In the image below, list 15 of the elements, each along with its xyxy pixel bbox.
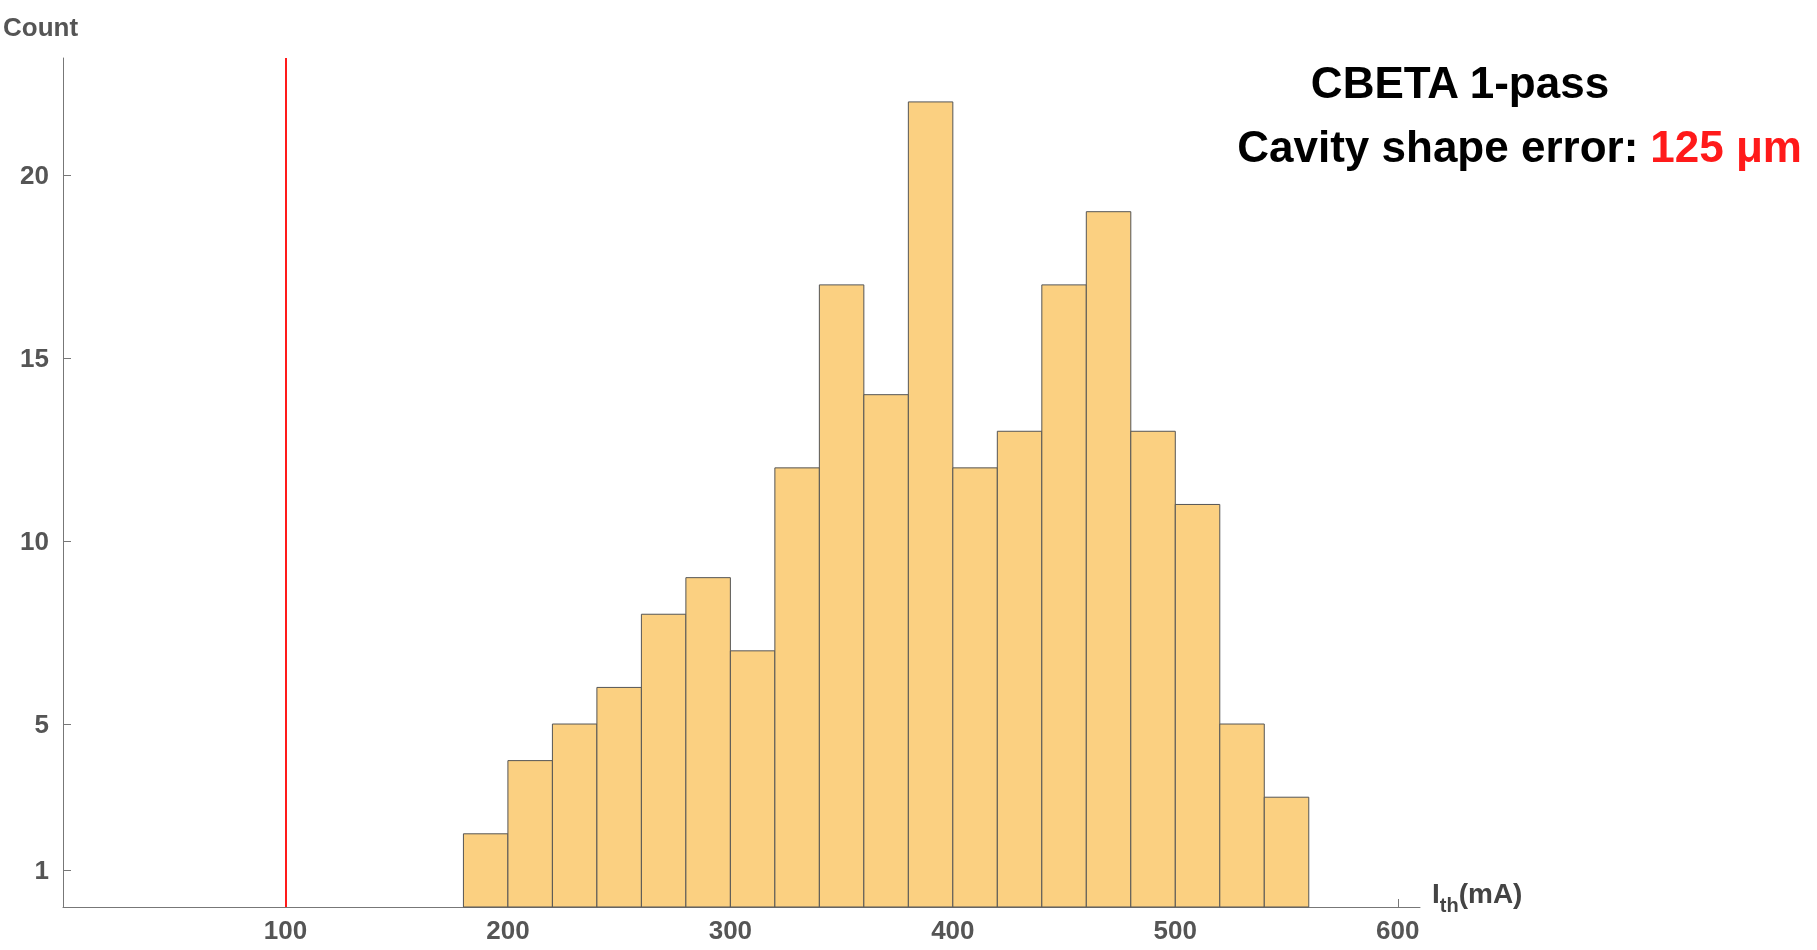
x-tick-label: 600 — [1376, 915, 1420, 945]
x-tick-label: 500 — [1153, 915, 1197, 945]
x-tick-label: 400 — [931, 915, 975, 945]
y-tick-label: 10 — [20, 526, 49, 557]
y-tick-label: 20 — [20, 160, 49, 191]
x-tick-label: 200 — [486, 915, 530, 945]
text: Cavity shape error: — [1237, 121, 1639, 171]
y-tick-label: 1 — [34, 855, 49, 886]
x-tick-label: 100 — [263, 915, 308, 945]
y-tick-label: 15 — [20, 343, 49, 374]
x-tick-label: 300 — [708, 915, 753, 945]
y-axis-title: Count — [3, 12, 79, 42]
chart-title: CBETA 1-pass — [1310, 57, 1610, 107]
y-tick-label: 5 — [34, 709, 49, 740]
text: 125 μm — [1650, 121, 1802, 171]
